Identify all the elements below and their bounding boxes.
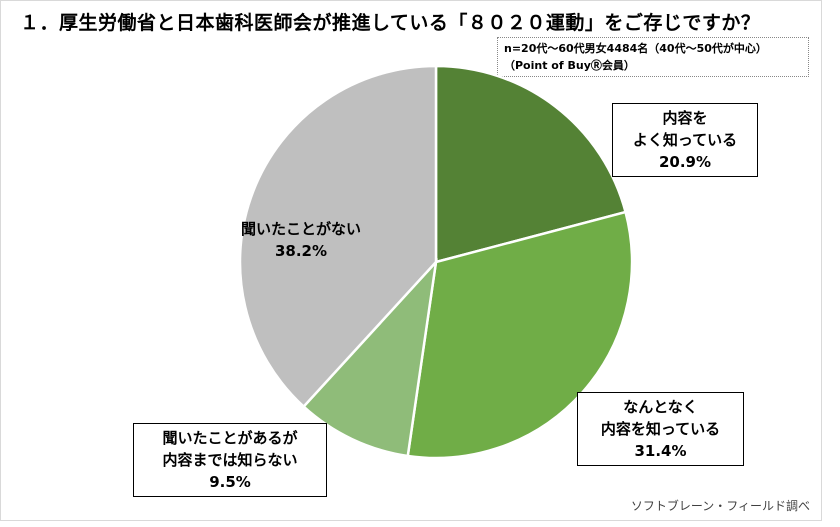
chart-frame	[0, 0, 822, 521]
slice-label-heard-not-know: 聞いたことがあるが 内容までは知らない 9.5%	[133, 423, 327, 497]
note-line: （Point of BuyⓇ会員）	[504, 59, 635, 72]
label-line: 聞いたことがない	[240, 220, 361, 238]
chart-title: １．厚生労働省と日本歯科医師会が推進している「８０２０運動」をご存じですか？	[20, 12, 761, 34]
sample-note: n=20代～60代男女4484名（40代～50代が中心） （Point of B…	[497, 37, 809, 77]
label-line: 内容までは知らない	[162, 451, 298, 469]
label-line: 内容を	[662, 109, 708, 127]
label-value: 31.4%	[634, 442, 687, 460]
pie-slice-3	[238, 64, 438, 409]
pie-slice-2	[301, 258, 438, 458]
label-line: よく知っている	[632, 131, 738, 149]
slice-label-never-heard: 聞いたことがない 38.2%	[236, 218, 366, 262]
pie-slice-0	[434, 64, 628, 264]
label-line: 内容を知っている	[600, 420, 721, 438]
source-note: ソフトブレーン・フィールド調べ	[630, 499, 810, 513]
slice-label-know-well: 内容を よく知っている 20.9%	[612, 103, 758, 177]
note-line: n=20代～60代男女4484名（40代～50代が中心）	[504, 42, 767, 55]
label-value: 20.9%	[658, 153, 712, 171]
slice-label-somewhat-know: なんとなく 内容を知っている 31.4%	[577, 392, 744, 466]
label-value: 9.5%	[209, 473, 251, 491]
label-value: 38.2%	[274, 242, 328, 260]
label-line: 聞いたことがあるが	[162, 429, 298, 447]
label-line: なんとなく	[623, 398, 698, 416]
